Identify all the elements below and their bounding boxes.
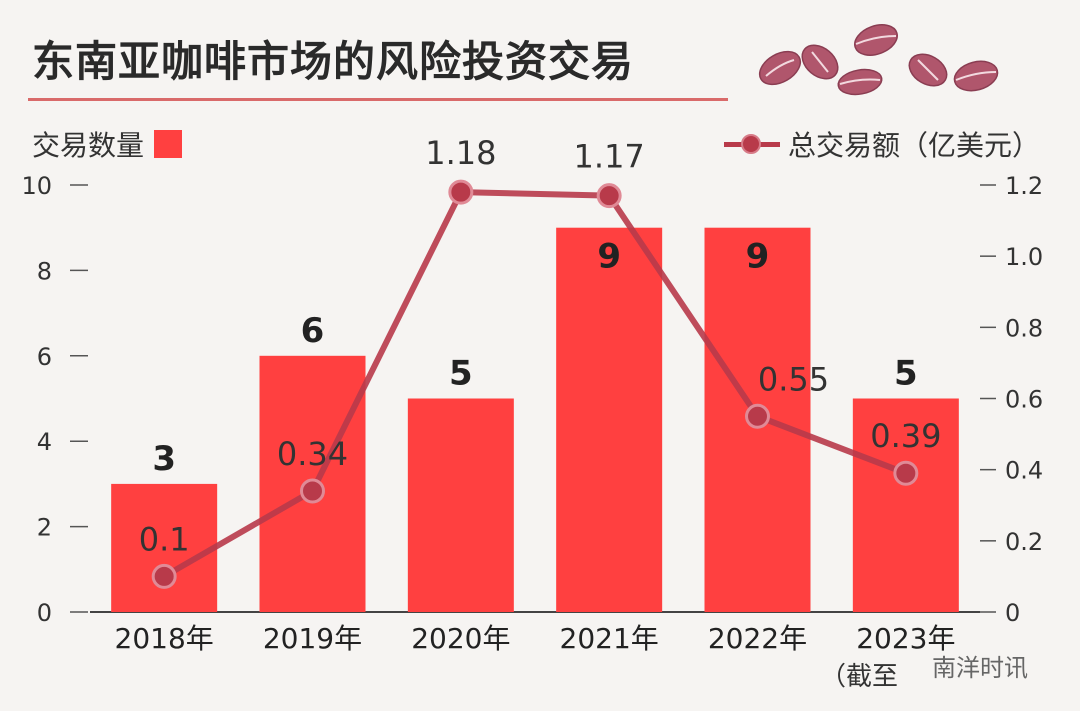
left-axis-tick-label: 10 bbox=[21, 172, 52, 200]
right-axis-tick-label: 1.0 bbox=[1005, 243, 1043, 271]
bar-value-label: 5 bbox=[449, 354, 473, 394]
chart-title: 东南亚咖啡市场的风险投资交易 bbox=[32, 37, 635, 86]
line-point bbox=[448, 179, 474, 205]
x-axis-category-label: 2021年 bbox=[560, 622, 659, 655]
bar-2018年 bbox=[111, 483, 218, 612]
source-watermark: 南洋时讯 bbox=[932, 648, 1028, 683]
line-point bbox=[893, 460, 919, 486]
line-value-label: 0.34 bbox=[277, 435, 348, 473]
left-axis-tick-label: 2 bbox=[37, 514, 52, 542]
right-axis-tick-label: 0.4 bbox=[1005, 457, 1043, 485]
x-axis-category-label: 2018年 bbox=[115, 622, 214, 655]
line-point bbox=[151, 563, 177, 589]
x-axis-category-label: 2022年 bbox=[708, 622, 807, 655]
bar-2020年 bbox=[407, 398, 514, 612]
x-axis-category-label: 2020年 bbox=[411, 622, 510, 655]
bar-2023年 bbox=[852, 398, 959, 612]
legend-bars-label: 交易数量 bbox=[32, 129, 145, 162]
left-axis-tick-label: 6 bbox=[37, 343, 52, 371]
bar-value-label: 9 bbox=[597, 237, 621, 277]
line-point bbox=[300, 478, 325, 504]
legend-bars-swatch bbox=[154, 130, 183, 158]
bar-value-label: 6 bbox=[301, 311, 325, 351]
line-value-label: 0.1 bbox=[139, 520, 190, 558]
coffee-beans-icon bbox=[758, 24, 999, 96]
line-value-label: 0.39 bbox=[870, 417, 941, 455]
left-axis-tick-label: 4 bbox=[37, 428, 52, 456]
watermark-text: 南洋时讯 bbox=[932, 654, 1028, 682]
line-value-label: 1.18 bbox=[425, 134, 496, 172]
line-series-path bbox=[162, 189, 907, 580]
line-value-label: 1.17 bbox=[574, 138, 645, 176]
line-value-label: 0.55 bbox=[758, 360, 829, 398]
legend-line-label: 总交易额（亿美元） bbox=[787, 129, 1040, 162]
line-point bbox=[596, 183, 622, 209]
bar-2021年 bbox=[556, 227, 663, 612]
legend-bars: 交易数量 bbox=[32, 124, 183, 164]
legend-line: 总交易额（亿美元） bbox=[723, 124, 1040, 164]
bar-value-label: 5 bbox=[894, 354, 918, 394]
right-axis-tick-label: 0.2 bbox=[1005, 528, 1043, 556]
right-axis-tick-label: 0.8 bbox=[1005, 314, 1043, 342]
left-axis-tick-label: 0 bbox=[37, 599, 52, 627]
x-axis-category-label: 2019年 bbox=[263, 622, 362, 655]
x-axis-category-label: 2023年 bbox=[856, 622, 955, 655]
date-footnote: （截至 bbox=[820, 656, 898, 693]
line-point bbox=[745, 403, 770, 429]
footnote-text: （截至 bbox=[820, 662, 899, 692]
right-axis-tick-label: 0.6 bbox=[1005, 386, 1043, 414]
title-underline bbox=[28, 98, 728, 101]
bar-value-label: 3 bbox=[152, 439, 176, 479]
bar-value-label: 9 bbox=[746, 237, 770, 277]
right-axis-tick-label: 1.2 bbox=[1005, 172, 1043, 200]
right-axis-tick-label: 0 bbox=[1005, 599, 1020, 627]
left-axis-tick-label: 8 bbox=[37, 257, 52, 285]
legend-line-marker bbox=[723, 130, 780, 158]
